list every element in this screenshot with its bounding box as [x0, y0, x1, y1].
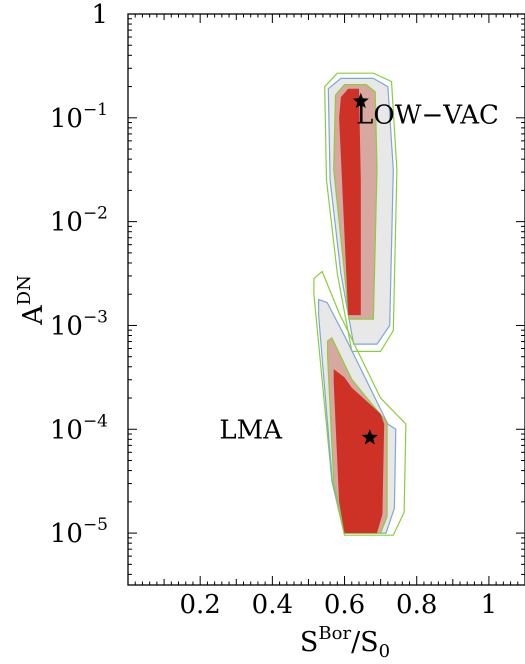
contour-outer [313, 270, 407, 536]
x-axis-base: S [300, 627, 319, 658]
x-tick-label: 0.6 [324, 590, 365, 620]
x-axis-sub: 0 [379, 641, 390, 662]
x-axis-title: SBor/S0 [300, 623, 390, 662]
y-tick-label: 10−4 [50, 411, 108, 445]
y-tick-label: 10−1 [50, 100, 108, 134]
region-label-1: LMA [219, 415, 283, 445]
contour-outer [324, 72, 398, 352]
region-label-0: LOW−VAC [356, 101, 499, 131]
y-axis-sup: DN [14, 275, 35, 305]
x-axis-sep: /S [351, 627, 379, 658]
best-fit-star [361, 429, 378, 445]
y-tick-label: 10−3 [50, 307, 108, 341]
x-tick-label: 1 [481, 590, 498, 620]
best-fit-star [352, 92, 369, 109]
y-tick-label: 10−2 [50, 204, 108, 238]
labels-layer: 0.2 0.4 0.6 0.8 1 1 10−1 10−2 10−3 10−4 10−5 LOW−VA… [50, 0, 499, 620]
regions-layer [313, 72, 407, 536]
ticks-layer [128, 13, 525, 585]
y-axis-base: A [18, 305, 49, 326]
y-tick-label: 1 [91, 0, 108, 30]
x-axis-sup: Bor [318, 623, 351, 644]
contour-1sigma [333, 369, 385, 534]
x-tick-label: 0.8 [396, 590, 437, 620]
region-1 [313, 270, 407, 536]
x-tick-label: 0.2 [180, 590, 221, 620]
contour-1sigma [339, 88, 361, 316]
y-tick-label: 10−5 [50, 515, 108, 549]
plot-frame [127, 13, 525, 586]
region-0 [324, 72, 398, 352]
x-tick-label: 0.4 [252, 590, 293, 620]
y-axis-title: ADN [14, 275, 49, 326]
